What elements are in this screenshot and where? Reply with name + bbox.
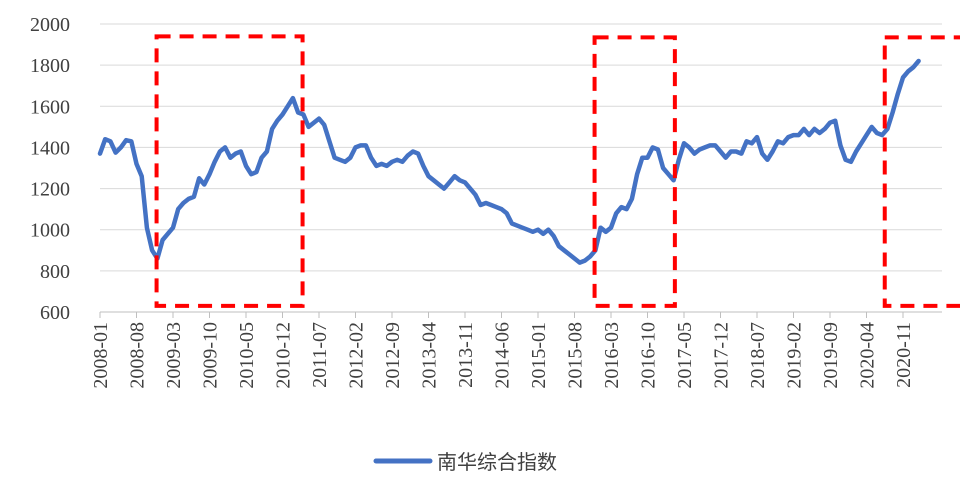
legend-label: 南华综合指数	[437, 450, 557, 474]
x-tick-label: 2015-08	[565, 322, 587, 389]
x-tick-label: 2015-01	[528, 322, 550, 389]
y-tick-label: 1800	[30, 55, 70, 77]
x-tick-label: 2011-07	[309, 322, 331, 388]
x-tick-label: 2017-12	[711, 322, 733, 389]
x-axis-tick-labels: 2008-01 2008-08 2009-03 2009-10 2010-05 2010-…	[90, 322, 915, 389]
x-tick-label: 2008-01	[90, 322, 112, 389]
highlight-box	[592, 35, 677, 308]
x-tick-label: 2019-02	[784, 322, 806, 389]
series-line	[97, 58, 921, 265]
x-tick-label: 2008-08	[127, 322, 149, 389]
x-tick-label: 2019-09	[820, 322, 842, 389]
x-tick-label: 2010-05	[236, 322, 258, 389]
highlight-boxes	[154, 34, 960, 308]
y-tick-label: 600	[40, 302, 70, 324]
x-tick-label: 2018-07	[747, 322, 769, 389]
x-tick-label: 2020-04	[857, 322, 879, 389]
gridlines	[100, 23, 942, 272]
x-tick-label: 2016-03	[601, 322, 623, 389]
x-tick-label: 2012-09	[382, 322, 404, 389]
x-tick-label: 2013-11	[455, 322, 477, 388]
highlight-box	[882, 35, 960, 308]
x-tick-label: 2012-02	[346, 322, 368, 389]
x-tick-label: 2014-06	[492, 322, 514, 389]
y-tick-label: 2000	[30, 14, 70, 36]
x-tick-label: 2020-11	[893, 322, 915, 388]
x-tick-label: 2017-05	[674, 322, 696, 389]
y-tick-label: 1400	[30, 137, 70, 159]
x-tick-label: 2009-10	[200, 322, 222, 389]
legend: 南华综合指数	[373, 450, 557, 474]
x-axis	[99, 311, 942, 318]
x-tick-label: 2010-12	[273, 322, 295, 389]
y-tick-label: 1000	[30, 220, 70, 242]
y-tick-label: 1600	[30, 96, 70, 118]
series-lines	[97, 58, 921, 265]
x-tick-label: 2013-04	[419, 322, 441, 389]
y-axis-tick-labels: 600 800 1000 1200 1400 1600 1800 2000	[30, 14, 70, 324]
x-tick-label: 2009-03	[163, 322, 185, 389]
y-tick-label: 800	[40, 261, 70, 283]
highlight-box	[154, 34, 305, 308]
x-tick-label: 2016-10	[638, 322, 660, 389]
y-tick-label: 1200	[30, 179, 70, 201]
